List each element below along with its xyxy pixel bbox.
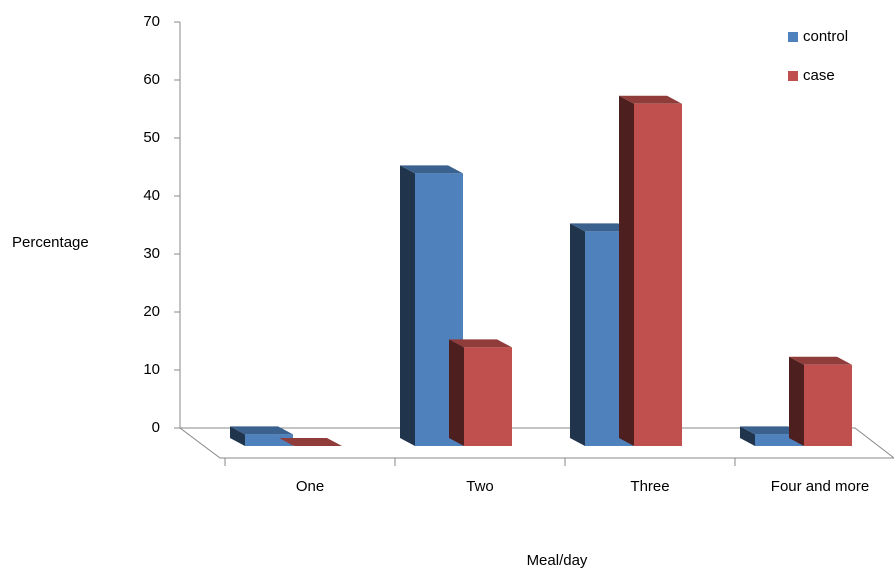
bar-top: [279, 438, 342, 446]
y-tick-label: 60: [143, 71, 160, 88]
bar-top: [740, 426, 803, 435]
y-axis-label: Percentage: [12, 234, 89, 251]
bar-top: [400, 165, 463, 174]
legend-swatch: [788, 71, 798, 81]
bar-side: [789, 356, 804, 446]
y-tick-label: 10: [143, 361, 160, 378]
bar-top: [230, 426, 293, 435]
bar-side: [230, 426, 245, 446]
bar-side: [619, 95, 634, 447]
bar: [464, 347, 512, 446]
bar-top: [449, 339, 512, 348]
legend-label: control: [803, 28, 848, 45]
y-tick-label: 70: [143, 13, 160, 30]
bar-side: [570, 223, 585, 446]
bar-top: [619, 95, 682, 104]
legend-swatch: [788, 32, 798, 42]
y-tick-label: 0: [152, 419, 160, 436]
bar-top: [789, 356, 852, 365]
y-tick-label: 30: [143, 245, 160, 262]
bar: [634, 103, 682, 447]
x-tick-label: Four and more: [771, 478, 869, 495]
y-tick-label: 50: [143, 129, 160, 146]
bar-side: [740, 426, 755, 446]
x-tick-label: Three: [630, 478, 669, 495]
x-tick-label: Two: [466, 478, 494, 495]
y-tick-label: 40: [143, 187, 160, 204]
x-axis-label: Meal/day: [527, 552, 588, 569]
bar: [804, 364, 852, 446]
bar: [755, 434, 803, 446]
legend-label: case: [803, 67, 835, 84]
bar-top: [570, 223, 633, 232]
y-tick-label: 20: [143, 303, 160, 320]
bar: [245, 434, 293, 446]
bar-side: [400, 165, 415, 446]
bar-side: [449, 339, 464, 446]
x-tick-label: One: [296, 478, 324, 495]
